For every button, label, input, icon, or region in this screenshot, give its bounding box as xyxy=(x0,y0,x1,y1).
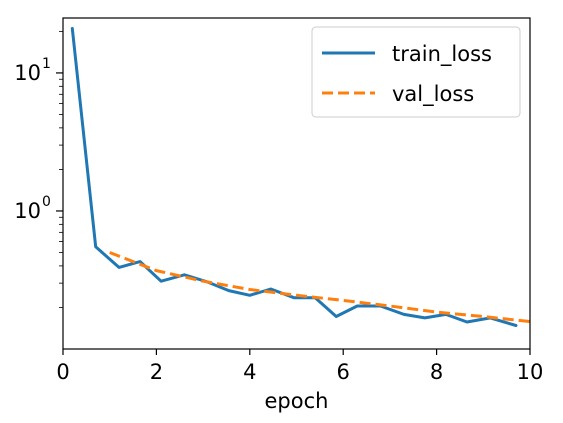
x-tick-label: 10 xyxy=(517,360,544,384)
legend-label-train-loss: train_loss xyxy=(392,42,492,67)
plot-frame xyxy=(62,17,531,350)
y-tick-exponent: 0 xyxy=(42,194,51,210)
legend-label-val-loss: val_loss xyxy=(392,82,474,107)
x-axis: 0 2 4 6 8 10 xyxy=(56,349,543,384)
x-tick-label: 2 xyxy=(150,360,163,384)
x-tick-label: 6 xyxy=(337,360,350,384)
legend: train_loss val_loss xyxy=(311,26,521,118)
x-axis-label: epoch xyxy=(265,389,329,413)
series-line-val-loss xyxy=(109,251,531,324)
y-tick-label: 10 xyxy=(14,199,41,223)
x-tick-label: 8 xyxy=(430,360,443,384)
plot-lines xyxy=(70,27,531,327)
x-tick-label: 4 xyxy=(243,360,256,384)
y-tick-label: 10 xyxy=(14,61,41,85)
y-tick-exponent: 1 xyxy=(42,56,51,72)
x-tick-label: 0 xyxy=(56,360,69,384)
